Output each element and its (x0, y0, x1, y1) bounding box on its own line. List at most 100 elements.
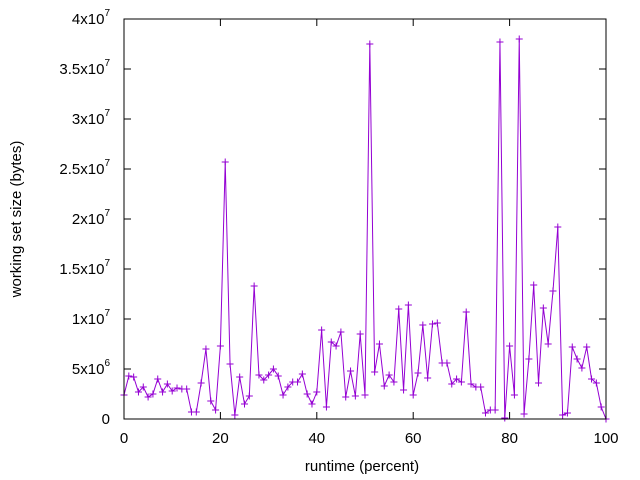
y-tick-exponent: 7 (104, 258, 110, 269)
data-point (510, 391, 518, 399)
data-point (327, 338, 335, 346)
data-point (559, 411, 567, 419)
y-tick-mantissa: 2x10 (72, 211, 105, 228)
data-point (231, 411, 239, 419)
data-point (144, 393, 152, 401)
data-point (539, 304, 547, 312)
data-point (462, 308, 470, 316)
y-tick-label: 5x106 (72, 358, 111, 378)
data-point (578, 364, 586, 372)
data-point (453, 375, 461, 383)
x-axis: 0 20 40 60 80 100 (120, 19, 619, 447)
marker-group (120, 35, 610, 423)
data-point (433, 319, 441, 327)
data-point (563, 409, 571, 417)
data-point (520, 410, 528, 418)
y-tick-exponent: 7 (104, 58, 110, 69)
x-tick-label: 40 (308, 430, 325, 447)
data-point (337, 328, 345, 336)
data-point (279, 391, 287, 399)
x-tick-label: 80 (501, 430, 518, 447)
data-point (226, 360, 234, 368)
data-point (192, 408, 200, 416)
data-point (501, 414, 509, 422)
y-tick-exponent: 6 (104, 358, 110, 369)
data-point (592, 379, 600, 387)
data-point (457, 378, 465, 386)
data-point (212, 406, 220, 414)
data-point (366, 40, 374, 48)
data-point (506, 342, 514, 350)
data-point (308, 400, 316, 408)
y-axis: 05x1061x1071.5x1072x1072.5x1073x1073.5x1… (59, 8, 606, 428)
data-point (409, 391, 417, 399)
y-tick-mantissa: 1x10 (72, 311, 105, 328)
y-tick-exponent: 7 (104, 8, 110, 19)
data-point (549, 287, 557, 295)
data-point (496, 38, 504, 46)
data-point (448, 380, 456, 388)
data-point (313, 388, 321, 396)
data-point (583, 343, 591, 351)
x-tick-label: 60 (405, 430, 422, 447)
x-tick-label: 100 (593, 430, 618, 447)
data-point (236, 373, 244, 381)
y-tick-label: 2x107 (72, 208, 111, 228)
data-point (424, 374, 432, 382)
x-axis-label: runtime (percent) (305, 458, 419, 475)
data-point (269, 365, 277, 373)
data-point (554, 223, 562, 231)
y-tick-mantissa: 3x10 (72, 111, 105, 128)
data-point (404, 301, 412, 309)
data-point (260, 376, 268, 384)
data-point (380, 382, 388, 390)
y-tick-exponent: 7 (104, 158, 110, 169)
data-point (322, 403, 330, 411)
y-tick-label: 1.5x107 (59, 258, 110, 278)
data-point (356, 330, 364, 338)
data-point (139, 383, 147, 391)
data-point (400, 386, 408, 394)
data-point (491, 406, 499, 414)
y-tick-label: 3x107 (72, 108, 111, 128)
data-point (342, 393, 350, 401)
data-point (573, 355, 581, 363)
data-point (163, 380, 171, 388)
data-point (197, 379, 205, 387)
y-tick-label: 1x107 (72, 308, 111, 328)
data-point (207, 397, 215, 405)
data-point (482, 409, 489, 417)
x-tick-label: 0 (120, 430, 128, 447)
data-point (274, 372, 282, 380)
y-tick-exponent: 7 (104, 108, 110, 119)
data-point (597, 403, 605, 411)
data-point (303, 390, 311, 398)
data-point (255, 371, 263, 379)
data-point (351, 392, 359, 400)
y-tick-mantissa: 3.5x10 (59, 61, 104, 78)
data-point (294, 378, 302, 386)
data-point (535, 379, 543, 387)
data-point (544, 340, 552, 348)
data-point (414, 369, 422, 377)
data-point (159, 388, 167, 396)
data-point (130, 373, 138, 381)
data-point (419, 321, 427, 329)
data-point (443, 359, 451, 367)
y-tick-mantissa: 2.5x10 (59, 161, 104, 178)
data-point (332, 342, 340, 350)
data-point (154, 375, 162, 383)
data-point (149, 390, 157, 398)
y-tick-mantissa: 5x10 (72, 361, 105, 378)
y-axis-label: working set size (bytes) (8, 141, 25, 299)
data-point (202, 345, 210, 353)
y-tick-label: 2.5x107 (59, 158, 110, 178)
data-point (428, 320, 436, 328)
data-point (361, 391, 369, 399)
data-point (284, 383, 292, 391)
y-tick-mantissa: 4x10 (72, 11, 105, 28)
data-point (375, 340, 383, 348)
data-point (568, 343, 576, 351)
y-tick-exponent: 7 (104, 208, 110, 219)
data-point (515, 35, 523, 43)
